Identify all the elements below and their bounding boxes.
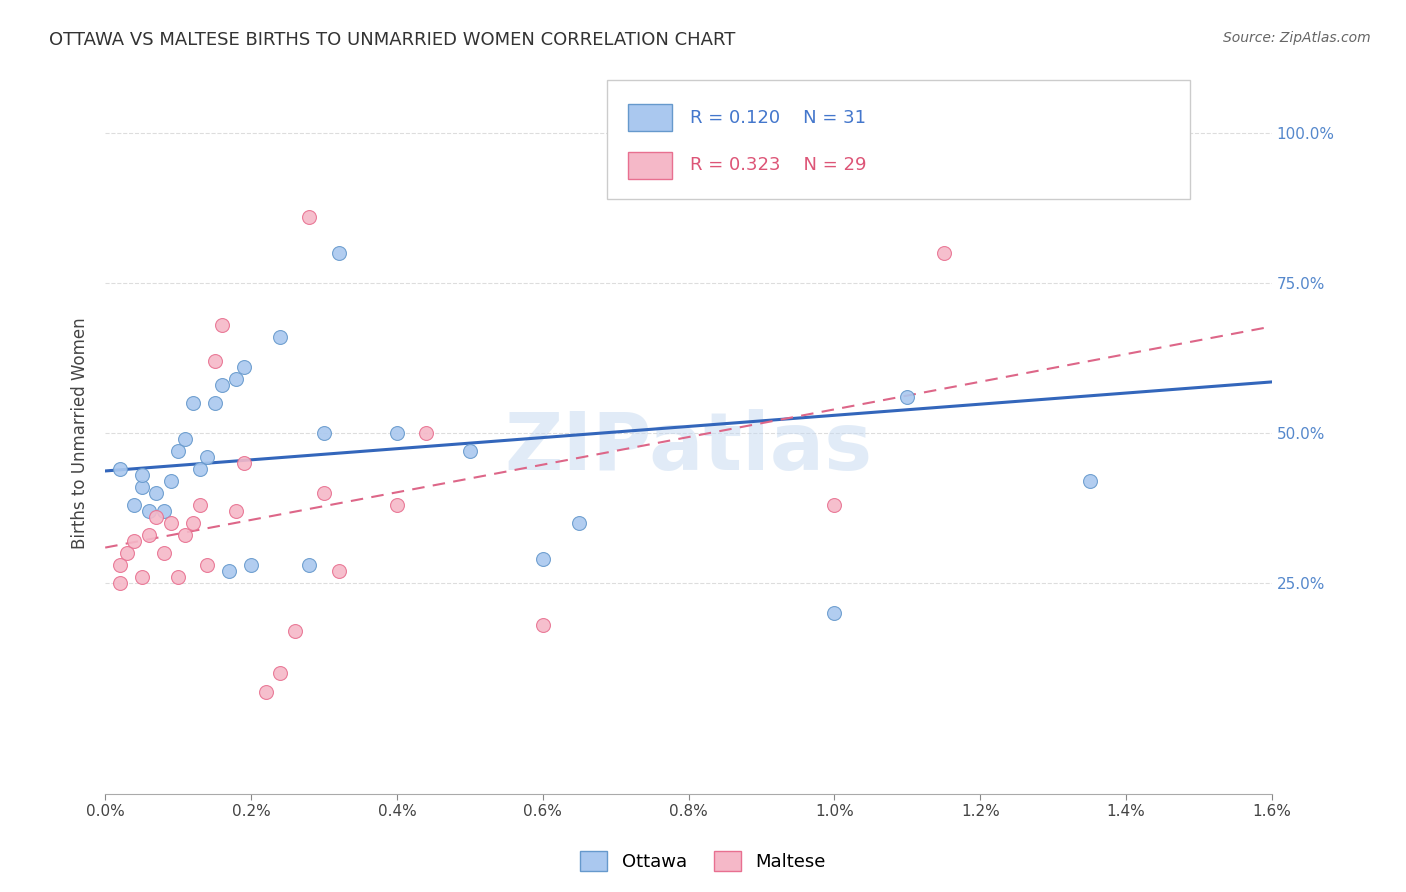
Point — [131, 468, 153, 483]
Point — [160, 516, 183, 531]
Text: R = 0.323    N = 29: R = 0.323 N = 29 — [690, 156, 866, 174]
Text: Source: ZipAtlas.com: Source: ZipAtlas.com — [1223, 31, 1371, 45]
Point — [225, 372, 247, 386]
Point — [232, 456, 254, 470]
Point — [823, 499, 845, 513]
Point — [131, 570, 153, 584]
Point — [269, 666, 291, 681]
Point — [254, 684, 277, 698]
Text: OTTAWA VS MALTESE BIRTHS TO UNMARRIED WOMEN CORRELATION CHART: OTTAWA VS MALTESE BIRTHS TO UNMARRIED WO… — [49, 31, 735, 49]
Point — [167, 570, 190, 584]
Point — [312, 486, 335, 500]
FancyBboxPatch shape — [628, 152, 672, 179]
Point — [124, 534, 146, 549]
Point — [1078, 475, 1101, 489]
Point — [531, 618, 554, 632]
Point — [138, 528, 160, 542]
Point — [298, 558, 321, 573]
Legend: Ottawa, Maltese: Ottawa, Maltese — [574, 844, 832, 879]
Point — [240, 558, 263, 573]
Point — [1152, 144, 1174, 158]
Point — [108, 576, 131, 591]
Point — [181, 396, 204, 410]
Point — [385, 426, 408, 441]
Point — [152, 546, 174, 560]
Point — [211, 318, 233, 333]
Y-axis label: Births to Unmarried Women: Births to Unmarried Women — [72, 318, 89, 549]
Point — [269, 330, 291, 344]
Point — [131, 480, 153, 494]
Point — [225, 504, 247, 518]
Point — [160, 475, 183, 489]
Point — [195, 450, 218, 465]
Point — [174, 528, 197, 542]
Point — [181, 516, 204, 531]
Point — [204, 354, 226, 368]
Text: R = 0.120    N = 31: R = 0.120 N = 31 — [690, 109, 866, 127]
Point — [458, 444, 481, 458]
Point — [211, 378, 233, 392]
Point — [232, 360, 254, 375]
Point — [108, 462, 131, 476]
Point — [284, 624, 307, 639]
Point — [415, 426, 437, 441]
Point — [108, 558, 131, 573]
Point — [145, 486, 167, 500]
Point — [152, 504, 174, 518]
Point — [188, 462, 211, 476]
Point — [115, 546, 138, 560]
Point — [204, 396, 226, 410]
Point — [298, 210, 321, 224]
Point — [328, 565, 350, 579]
Point — [218, 565, 240, 579]
Point — [124, 499, 146, 513]
Point — [167, 444, 190, 458]
Point — [174, 432, 197, 446]
Point — [188, 499, 211, 513]
FancyBboxPatch shape — [628, 104, 672, 131]
Point — [195, 558, 218, 573]
Point — [568, 516, 591, 531]
Point — [531, 552, 554, 566]
Point — [932, 246, 955, 260]
Point — [385, 499, 408, 513]
Point — [823, 607, 845, 621]
Point — [328, 246, 350, 260]
FancyBboxPatch shape — [607, 80, 1191, 199]
Point — [138, 504, 160, 518]
Point — [312, 426, 335, 441]
Text: ZIPatlas: ZIPatlas — [505, 409, 873, 487]
Point — [896, 390, 918, 404]
Point — [145, 510, 167, 524]
